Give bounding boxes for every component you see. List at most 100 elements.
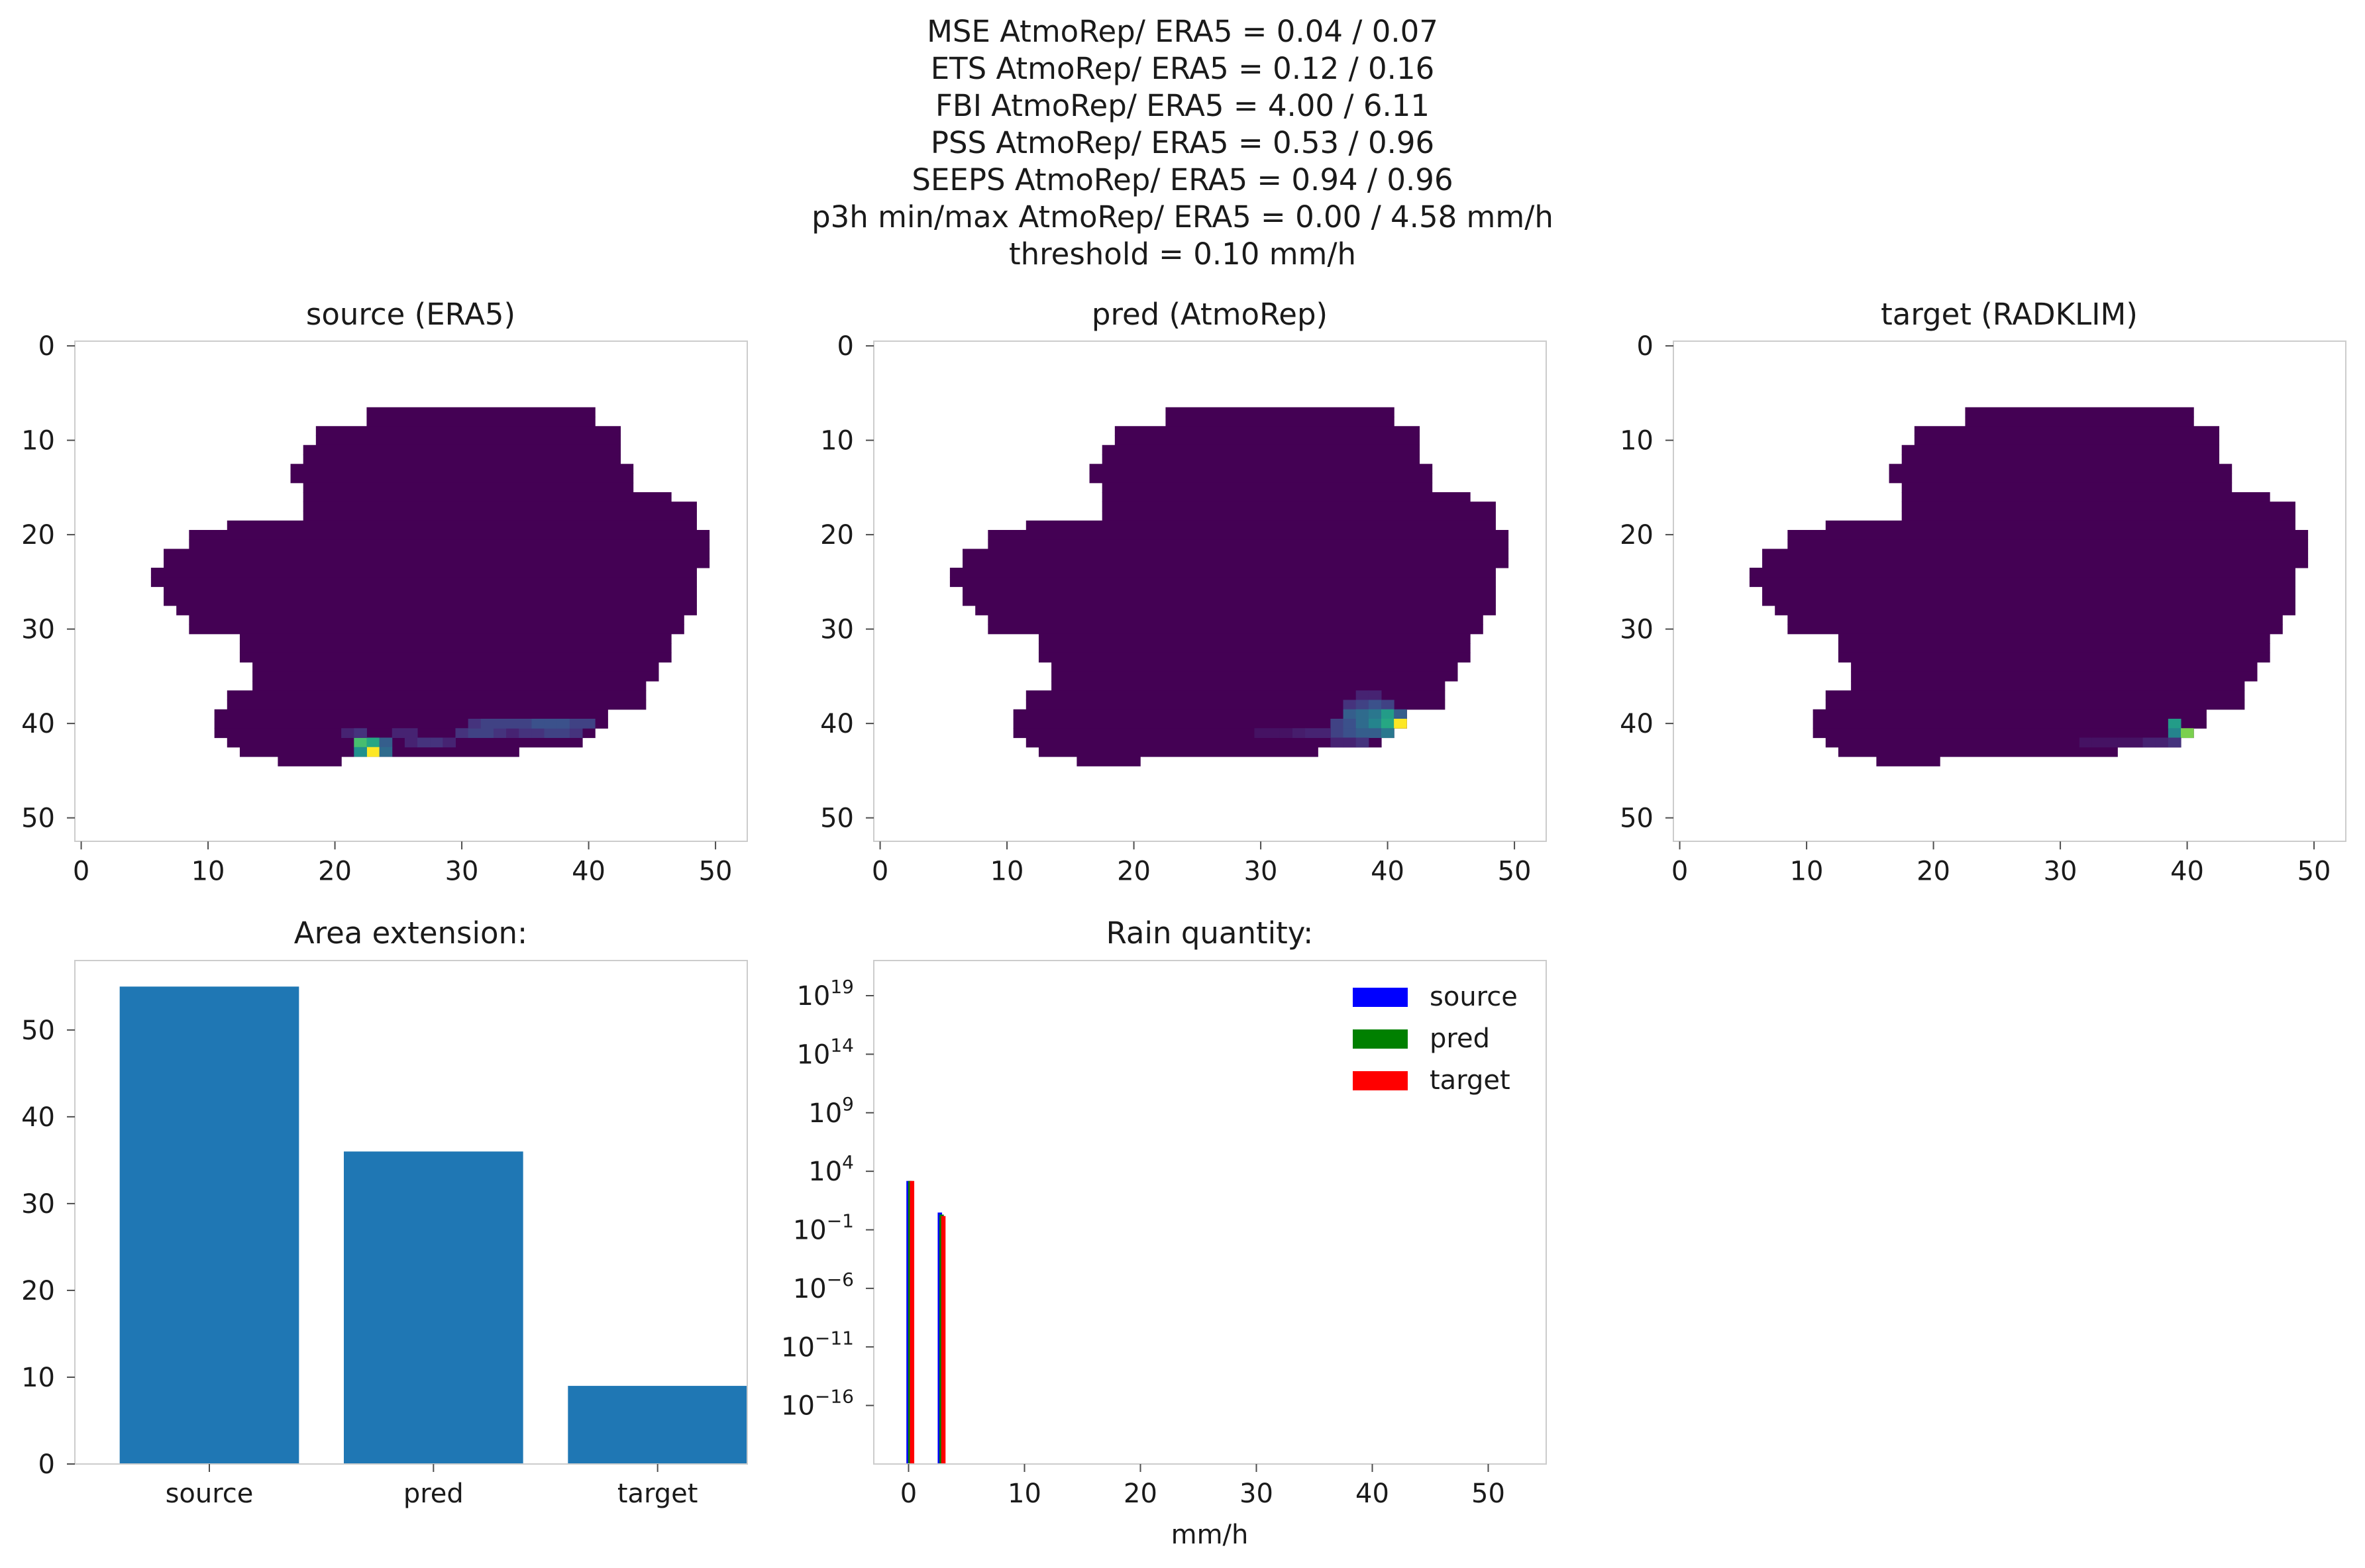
region-mask-row	[214, 709, 608, 719]
region-mask-row	[1077, 757, 1141, 766]
rain-cell	[366, 747, 380, 757]
rain-cell	[569, 719, 583, 729]
rain-cell	[468, 719, 482, 729]
region-mask-row	[278, 757, 342, 766]
y-tick-label: 20	[21, 1276, 55, 1306]
region-mask-row	[1825, 690, 2245, 701]
rain-cell	[1381, 719, 1394, 729]
region-mask-row	[366, 417, 596, 427]
region-mask-row	[1102, 511, 1496, 521]
region-mask-row	[1914, 435, 2220, 446]
region-mask-row	[366, 407, 596, 417]
region-mask-row	[239, 643, 672, 653]
axes-frame-area-extension	[74, 960, 748, 1465]
region-mask-row	[252, 671, 659, 682]
region-mask-row	[1762, 596, 2295, 606]
region-mask-row	[1051, 681, 1445, 691]
x-tick-label: 40	[1371, 856, 1404, 886]
region-mask-row	[1102, 501, 1496, 512]
region-mask-row	[164, 549, 710, 559]
y-tick-label: 20	[820, 520, 854, 550]
region-mask-row	[290, 473, 634, 484]
rain-cell	[1368, 728, 1382, 738]
region-mask-row	[150, 577, 697, 588]
region-mask-row	[1762, 549, 2309, 559]
region-mask-row	[949, 568, 1496, 578]
rain-cell	[366, 737, 380, 748]
axes-frame-target	[1673, 340, 2346, 842]
region-mask-row	[1901, 511, 2295, 521]
x-tick-label: 0	[900, 1479, 917, 1509]
rain-cell	[354, 747, 367, 757]
rain-cell	[531, 719, 545, 729]
suptitle-line-ets: ETS AtmoRep/ ERA5 = 0.12 / 0.16	[931, 51, 1435, 86]
region-mask-row	[252, 662, 659, 672]
region-mask-row	[1901, 482, 2233, 493]
y-tick-label: 0	[38, 1449, 55, 1480]
rain-cell	[1355, 719, 1369, 729]
axes-frame-pred	[873, 340, 1547, 842]
legend-swatch-pred	[1353, 1029, 1408, 1049]
region-mask-row	[1901, 454, 2220, 464]
rain-cell	[404, 737, 418, 748]
region-mask-row	[1914, 426, 2220, 437]
region-mask-row	[1787, 624, 2283, 635]
region-mask-row	[1089, 464, 1433, 474]
x-axis-label-rain: mm/h	[1171, 1520, 1249, 1550]
y-tick-label: 30	[1620, 615, 1654, 645]
rain-cell	[480, 719, 494, 729]
region-mask-pred	[949, 407, 1509, 766]
region-mask-row	[1089, 473, 1433, 484]
rain-legend: source pred target	[1353, 982, 1518, 1096]
rain-cell	[1368, 709, 1382, 719]
y-tick-label: 1014	[796, 1034, 854, 1070]
rain-cell	[506, 728, 519, 738]
rain-cell	[556, 719, 570, 729]
rain-cell	[1267, 728, 1281, 738]
axis-ticks-area-extension: source pred target 0 10 20 30 40 50	[21, 1016, 698, 1509]
y-tick-label: 10	[1620, 426, 1654, 456]
x-tick-label: 20	[1124, 1479, 1157, 1509]
region-mask-row	[1825, 700, 2245, 710]
heatmap-panel-pred: pred (AtmoRep) 0 10 20 30 40 50 0 10 20 30 40 50	[820, 297, 1547, 886]
region-mask-row	[189, 615, 684, 625]
rain-cell	[544, 728, 558, 738]
region-mask-row	[1838, 653, 2270, 663]
rain-cell	[417, 737, 431, 748]
region-mask-row	[290, 464, 634, 474]
x-tick-label: target	[617, 1479, 698, 1509]
rain-cell	[2142, 737, 2156, 748]
region-mask-row	[176, 605, 697, 615]
region-mask-row	[150, 568, 697, 578]
region-mask-row	[1165, 407, 1394, 417]
region-mask-row	[1901, 492, 2270, 502]
rain-cell	[1254, 728, 1268, 738]
region-mask-row	[1876, 757, 1940, 766]
rain-cell	[1343, 709, 1357, 719]
y-tick-label: 40	[21, 1102, 55, 1133]
region-mask-row	[1025, 700, 1445, 710]
rain-cell	[519, 728, 532, 738]
region-mask-row	[164, 596, 697, 606]
region-mask-row	[189, 539, 710, 550]
y-tick-label: 30	[21, 1189, 55, 1220]
rain-cell	[341, 728, 354, 738]
region-mask-row	[988, 624, 1483, 635]
region-mask-row	[949, 577, 1496, 588]
rain-cell	[531, 728, 545, 738]
x-tick-label: 40	[1355, 1479, 1389, 1509]
region-mask-row	[1787, 615, 2283, 625]
rain-cell	[544, 719, 558, 729]
region-mask-row	[1813, 719, 2207, 729]
region-mask-row	[303, 501, 697, 512]
y-tick-label: 10	[21, 1363, 55, 1393]
x-tick-label: source	[166, 1479, 254, 1509]
rain-cell	[468, 728, 482, 738]
rain-cell	[379, 747, 393, 757]
suptitle-line-p3h: p3h min/max AtmoRep/ ERA5 = 0.00 / 4.58 …	[812, 199, 1553, 235]
region-mask-row	[1038, 747, 1318, 757]
region-mask-row	[303, 482, 634, 493]
rain-cell	[1355, 690, 1369, 700]
rain-cell	[1381, 700, 1394, 710]
area-bar-target	[568, 1386, 747, 1464]
